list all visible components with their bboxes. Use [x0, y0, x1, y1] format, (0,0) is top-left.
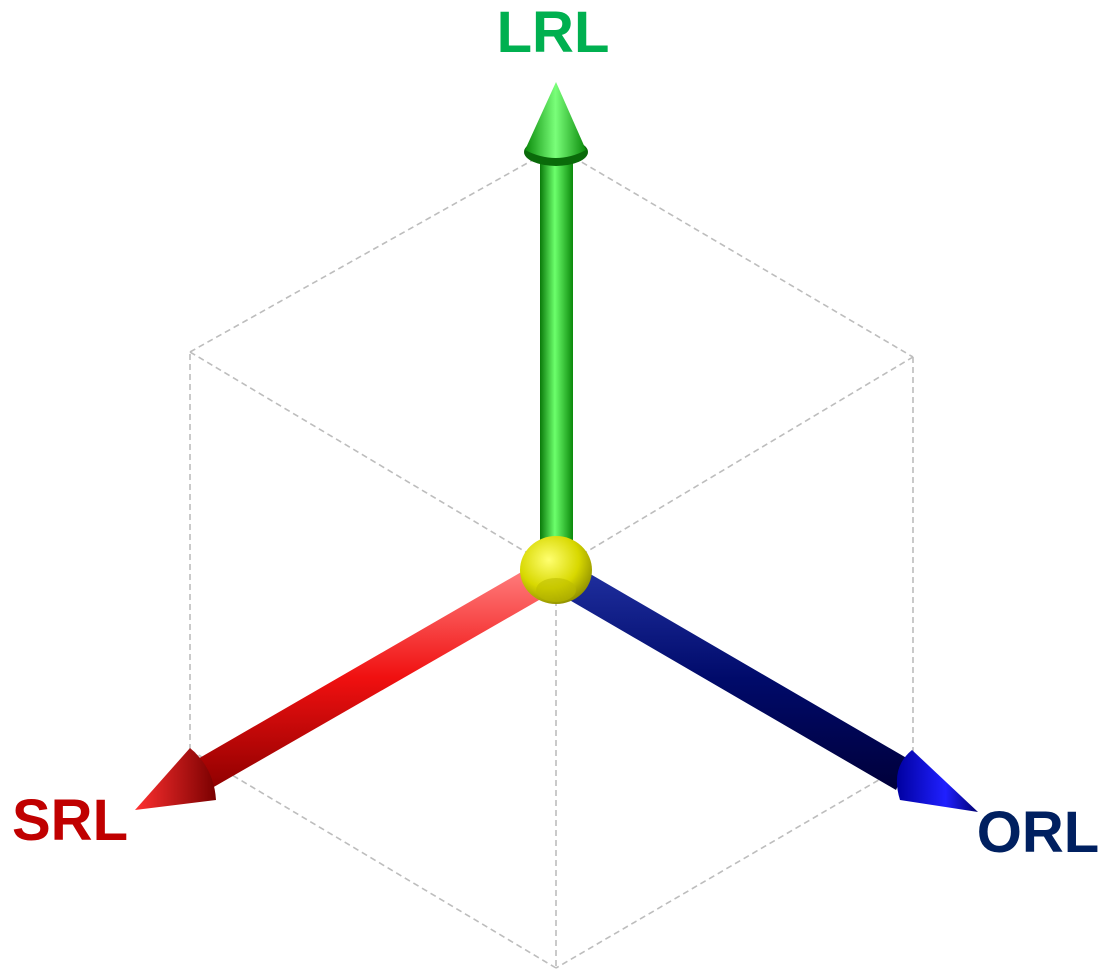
cube-edge [189, 749, 557, 969]
cube-edge [189, 146, 557, 353]
orl-axis [566, 568, 978, 812]
srl-axis-shaft [196, 567, 546, 788]
cube-edge [555, 146, 914, 358]
cube-edge [555, 759, 914, 969]
lrl-axis [524, 82, 588, 553]
orl-label: ORL [977, 800, 1099, 865]
srl-label: SRL [12, 788, 128, 853]
orl-axis-shaft [566, 568, 910, 790]
cube-wireframe [189, 146, 914, 969]
lrl-axis-shaft [540, 158, 573, 553]
lrl-arrowhead [525, 82, 586, 158]
origin-sphere [520, 536, 592, 604]
srl-axis [135, 567, 550, 810]
srl-arrowhead [135, 748, 216, 810]
cube-edge [555, 356, 914, 571]
orl-arrowhead [896, 750, 978, 812]
cube-edge [189, 351, 557, 571]
lrl-label: LRL [497, 0, 610, 65]
origin-sphere-ring [536, 578, 576, 602]
